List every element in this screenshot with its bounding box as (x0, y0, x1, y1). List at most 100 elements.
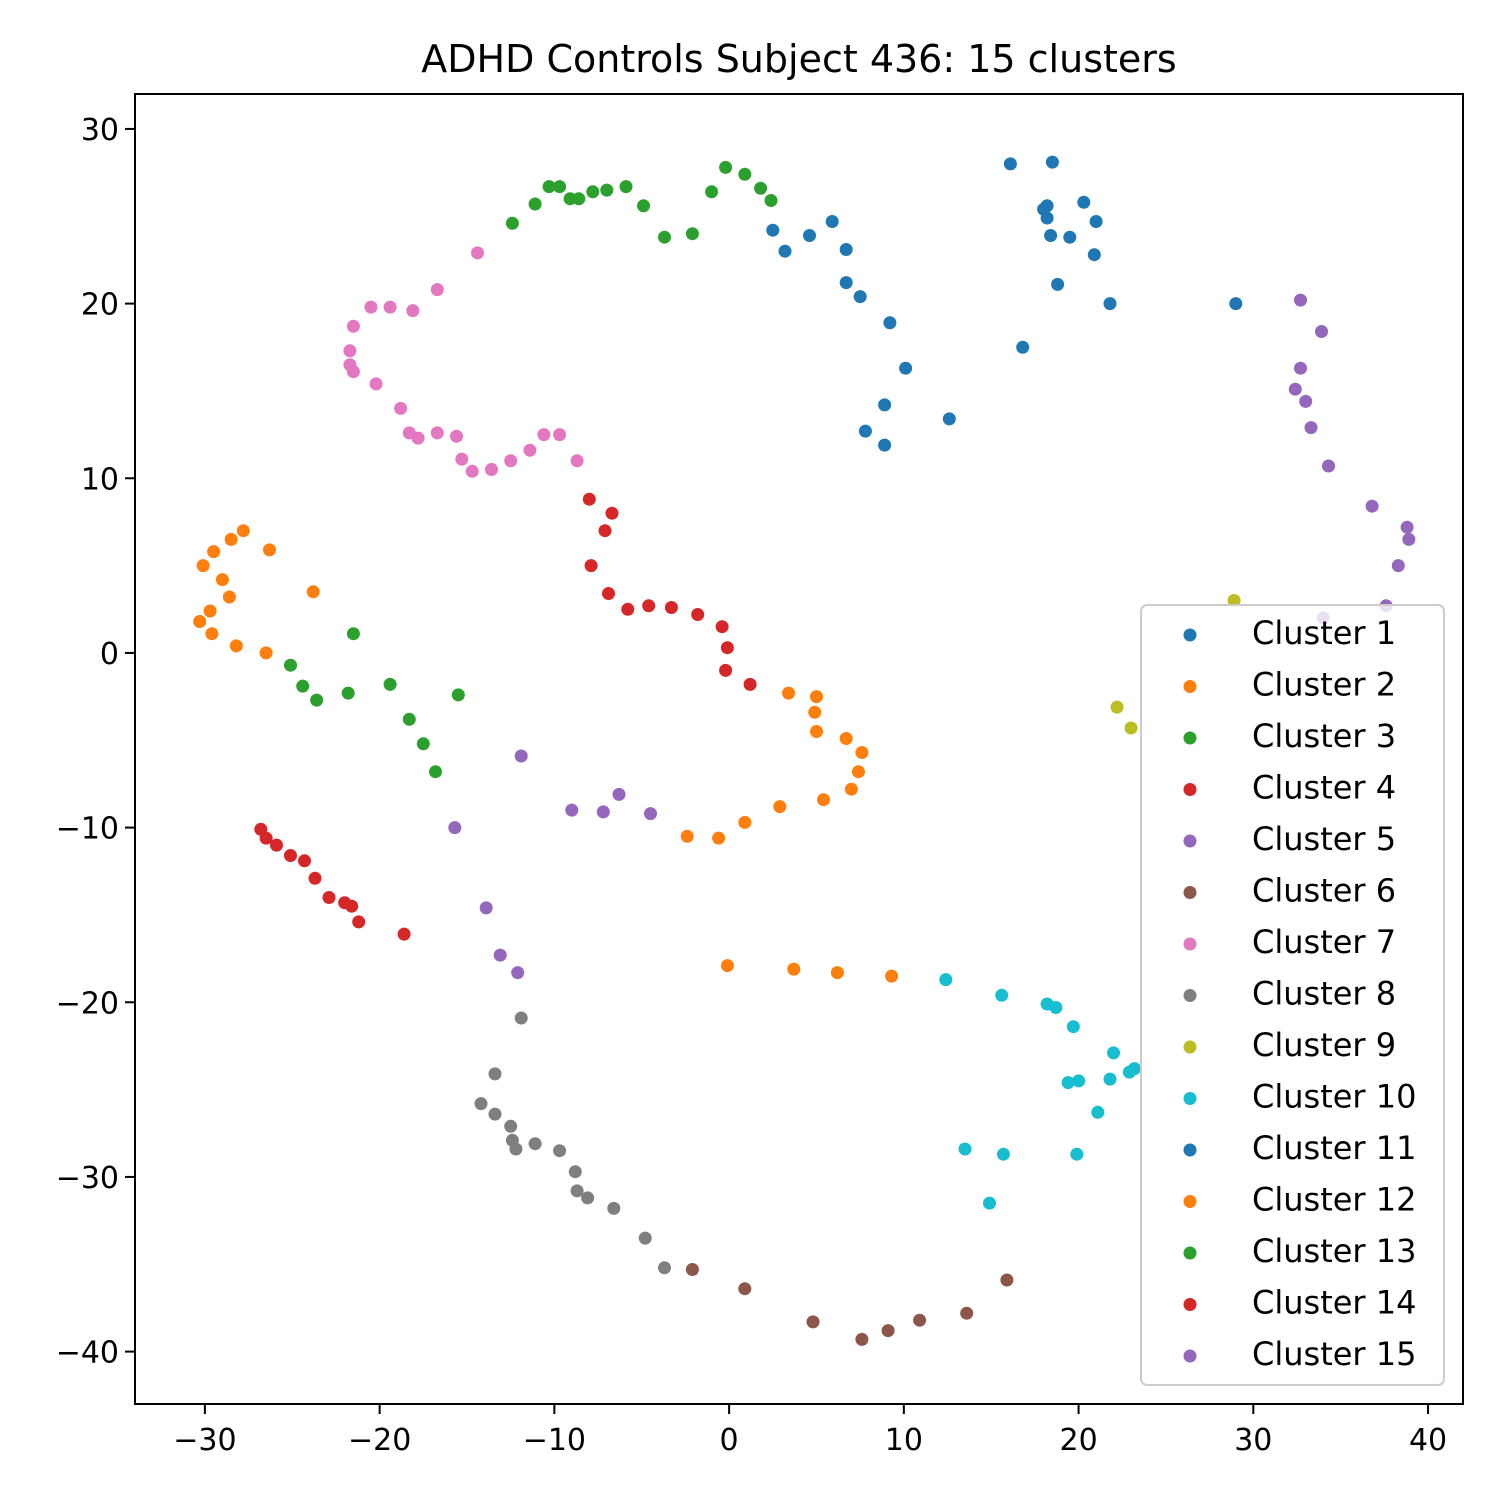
point-cluster-14-10 (352, 915, 366, 929)
point-cluster-2-7 (851, 765, 865, 779)
point-cluster-12-15 (787, 962, 801, 976)
point-cluster-15-2 (1315, 325, 1328, 338)
point-cluster-3-1 (505, 216, 519, 230)
x-tick-label: −30 (173, 1423, 236, 1458)
point-cluster-14-7 (322, 891, 336, 904)
point-cluster-15-5 (1299, 394, 1313, 408)
point-cluster-5-4 (612, 787, 626, 801)
point-cluster-2-11 (738, 815, 752, 829)
y-tick-label: 30 (81, 113, 119, 148)
legend-label-cluster-8: Cluster 8 (1252, 975, 1396, 1013)
point-cluster-2-1 (782, 686, 795, 700)
legend-label-cluster-7: Cluster 7 (1252, 923, 1396, 961)
point-cluster-12-2 (224, 532, 238, 546)
point-cluster-13-1 (346, 627, 360, 641)
point-cluster-7-2 (430, 283, 444, 297)
point-cluster-12-12 (229, 639, 243, 653)
point-cluster-7-22 (553, 428, 567, 442)
x-tick-label: 40 (1409, 1423, 1447, 1458)
point-cluster-12-5 (196, 559, 210, 573)
point-cluster-7-4 (383, 300, 397, 314)
point-cluster-1-2 (778, 244, 792, 258)
point-cluster-15-6 (1304, 421, 1318, 435)
point-cluster-2-5 (839, 732, 853, 745)
point-cluster-13-4 (341, 686, 355, 700)
point-cluster-4-11 (720, 641, 734, 655)
point-cluster-3-15 (738, 167, 752, 181)
legend-label-cluster-12: Cluster 12 (1252, 1181, 1416, 1219)
legend-marker-cluster-3 (1183, 731, 1197, 745)
point-cluster-10-4 (1049, 1001, 1063, 1014)
point-cluster-1-5 (839, 243, 853, 256)
point-cluster-8-9 (553, 1144, 567, 1158)
point-cluster-3-3 (542, 180, 556, 194)
point-cluster-12-3 (263, 543, 276, 557)
point-cluster-3-10 (637, 199, 650, 213)
point-cluster-8-15 (658, 1261, 671, 1275)
y-tick-label: 10 (81, 462, 119, 497)
point-cluster-13-5 (383, 677, 397, 691)
chart-title: ADHD Controls Subject 436: 15 clusters (421, 37, 1176, 81)
point-cluster-10-9 (1103, 1072, 1117, 1086)
point-cluster-7-1 (471, 246, 484, 260)
point-cluster-3-13 (705, 185, 719, 199)
point-cluster-1-10 (858, 424, 872, 438)
point-cluster-7-6 (346, 319, 360, 333)
point-cluster-11-9 (1063, 230, 1077, 244)
point-cluster-7-9 (346, 365, 360, 379)
point-cluster-12-17 (885, 969, 899, 983)
point-cluster-11-10 (1087, 248, 1101, 262)
point-cluster-4-12 (719, 663, 733, 677)
point-cluster-14-5 (298, 854, 311, 868)
point-cluster-4-8 (664, 601, 678, 614)
point-cluster-1-13 (942, 412, 956, 426)
legend-box (1140, 604, 1445, 1386)
legend-marker-cluster-10 (1183, 1092, 1197, 1105)
point-cluster-7-14 (430, 426, 444, 440)
point-cluster-3-12 (685, 227, 699, 241)
point-cluster-7-7 (343, 344, 357, 358)
point-cluster-4-5 (602, 587, 615, 600)
point-cluster-1-6 (839, 276, 853, 290)
point-cluster-13-3 (296, 679, 310, 693)
point-cluster-4-10 (715, 620, 729, 634)
point-cluster-11-5 (1040, 211, 1054, 225)
point-cluster-13-9 (416, 737, 430, 751)
legend-marker-cluster-8 (1183, 989, 1197, 1002)
point-cluster-10-11 (1061, 1076, 1075, 1090)
point-cluster-15-4 (1288, 382, 1302, 396)
x-tick-label: 30 (1234, 1423, 1272, 1458)
point-cluster-12-7 (306, 585, 320, 599)
point-cluster-4-6 (621, 602, 635, 616)
point-cluster-5-3 (596, 805, 610, 819)
point-cluster-3-4 (553, 180, 567, 194)
legend-label-cluster-11: Cluster 11 (1252, 1129, 1416, 1167)
point-cluster-3-17 (764, 194, 778, 207)
point-cluster-6-4 (855, 1332, 869, 1346)
point-cluster-12-10 (193, 615, 207, 628)
point-cluster-7-21 (537, 428, 551, 442)
point-cluster-11-1 (1003, 157, 1017, 171)
point-cluster-4-2 (605, 506, 619, 520)
point-cluster-8-8 (528, 1137, 542, 1151)
axis-ticks: −30 −20 −10 0 10 20 30 40 −40 −30 −20 −10 0 10 20 30 (56, 113, 1447, 1458)
legend-marker-cluster-1 (1183, 628, 1197, 642)
point-cluster-2-12 (712, 831, 726, 845)
point-cluster-4-3 (598, 524, 612, 538)
point-cluster-6-2 (738, 1282, 752, 1296)
point-cluster-1-12 (878, 438, 892, 452)
point-cluster-13-7 (310, 693, 324, 707)
point-cluster-5-6 (448, 821, 462, 835)
legend-marker-cluster-14 (1183, 1298, 1197, 1311)
point-cluster-6-3 (806, 1315, 820, 1329)
point-cluster-11-6 (1077, 195, 1091, 209)
point-cluster-15-3 (1294, 361, 1307, 375)
point-cluster-3-14 (719, 160, 733, 174)
point-cluster-7-20 (523, 443, 537, 457)
point-cluster-11-7 (1089, 215, 1103, 228)
point-cluster-7-11 (394, 401, 408, 415)
point-cluster-11-11 (1051, 277, 1065, 291)
point-cluster-10-14 (996, 1147, 1010, 1161)
point-cluster-4-4 (584, 559, 598, 573)
